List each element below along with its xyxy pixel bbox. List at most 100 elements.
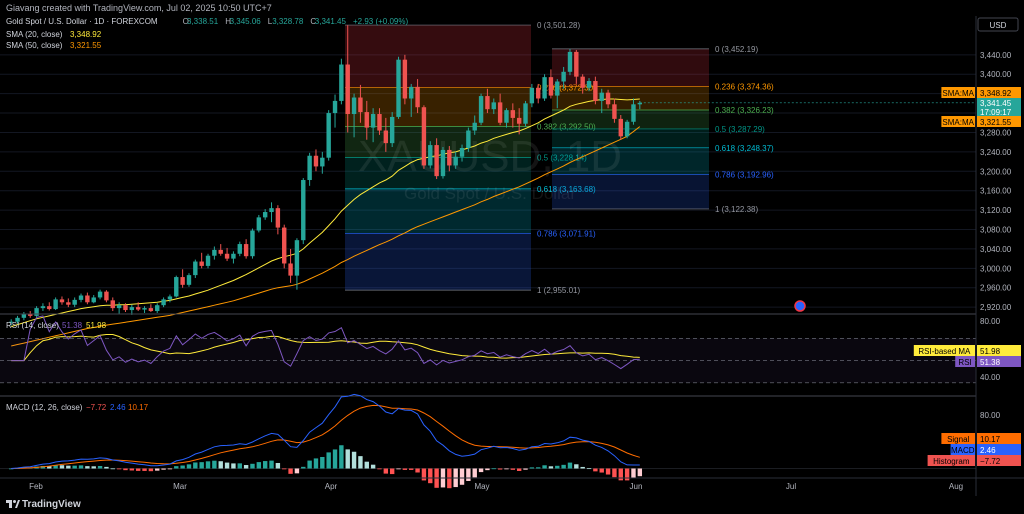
candle-body[interactable] xyxy=(224,253,230,259)
candle-body[interactable] xyxy=(193,261,198,276)
tradingview-logo-icon[interactable] xyxy=(6,498,20,510)
candle-body[interactable] xyxy=(389,116,395,144)
candle-body[interactable] xyxy=(72,299,77,305)
candle-body[interactable] xyxy=(8,321,14,323)
candle-body[interactable] xyxy=(555,81,560,96)
candle-body[interactable] xyxy=(428,145,433,166)
macd-pane[interactable] xyxy=(0,393,976,489)
currency-badge[interactable] xyxy=(977,17,1019,32)
candle-body[interactable] xyxy=(78,295,84,300)
candle-body[interactable] xyxy=(574,51,579,77)
candle-body[interactable] xyxy=(85,295,90,303)
candle-body[interactable] xyxy=(116,305,122,309)
candle-body[interactable] xyxy=(516,117,522,124)
candle-body[interactable] xyxy=(459,147,465,157)
candle-body[interactable] xyxy=(415,86,420,108)
candle-body[interactable] xyxy=(364,112,369,128)
candle-body[interactable] xyxy=(561,71,566,82)
candle-body[interactable] xyxy=(351,97,357,115)
candle-body[interactable] xyxy=(237,244,242,254)
candle-body[interactable] xyxy=(586,81,592,88)
chart-canvas[interactable]: 0 (3,501.28) 0.236 (3,372.30) 0.382 (3,292… xyxy=(0,16,1024,496)
candle-body[interactable] xyxy=(66,302,71,305)
candle-body[interactable] xyxy=(497,102,503,123)
candle-body[interactable] xyxy=(529,87,535,104)
candle-body[interactable] xyxy=(383,130,389,144)
candle-body[interactable] xyxy=(421,107,427,166)
candle-body[interactable] xyxy=(47,306,52,310)
candle-body[interactable] xyxy=(567,51,573,72)
candle-body[interactable] xyxy=(40,306,46,309)
candle-body[interactable] xyxy=(447,149,452,166)
candle-body[interactable] xyxy=(580,76,585,88)
candle-body[interactable] xyxy=(148,308,154,312)
candle-body[interactable] xyxy=(288,263,293,276)
candle-body[interactable] xyxy=(326,113,331,158)
candle-body[interactable] xyxy=(453,156,458,166)
candle-body[interactable] xyxy=(542,77,547,99)
candle-body[interactable] xyxy=(282,227,287,264)
candle-body[interactable] xyxy=(370,114,376,128)
candle-body[interactable] xyxy=(332,100,338,114)
rsi-pane[interactable] xyxy=(0,315,976,384)
candle-body[interactable] xyxy=(504,110,509,123)
candle-body[interactable] xyxy=(161,299,166,306)
candle-body[interactable] xyxy=(301,180,306,241)
candle-body[interactable] xyxy=(129,307,135,311)
candle-body[interactable] xyxy=(174,277,179,297)
candle-body[interactable] xyxy=(605,92,611,105)
candle-body[interactable] xyxy=(212,249,217,256)
candle-body[interactable] xyxy=(472,122,477,131)
candle-body[interactable] xyxy=(262,212,268,218)
candle-body[interactable] xyxy=(466,130,471,148)
candle-body[interactable] xyxy=(294,240,300,276)
economic-event-icon[interactable] xyxy=(794,300,806,312)
candle-body[interactable] xyxy=(199,261,204,266)
candle-body[interactable] xyxy=(320,157,325,167)
candle-body[interactable] xyxy=(599,92,604,101)
candle-body[interactable] xyxy=(110,300,115,309)
candle-body[interactable] xyxy=(307,155,312,181)
candle-body[interactable] xyxy=(256,217,262,231)
candle-body[interactable] xyxy=(231,253,236,259)
candle-body[interactable] xyxy=(440,149,446,177)
candle-body[interactable] xyxy=(358,97,363,113)
candle-body[interactable] xyxy=(21,313,27,318)
candle-body[interactable] xyxy=(624,121,630,137)
candle-body[interactable] xyxy=(339,64,344,101)
candle-body[interactable] xyxy=(243,244,249,257)
candle-body[interactable] xyxy=(396,59,401,117)
candle-body[interactable] xyxy=(218,249,223,254)
candle-body[interactable] xyxy=(186,275,192,285)
candle-body[interactable] xyxy=(123,305,128,311)
candle-body[interactable] xyxy=(637,102,643,105)
candle-body[interactable] xyxy=(402,59,408,99)
candle-body[interactable] xyxy=(631,104,636,122)
candle-body[interactable] xyxy=(478,96,484,123)
candle-body[interactable] xyxy=(269,208,274,213)
candle-body[interactable] xyxy=(53,299,58,310)
candle-body[interactable] xyxy=(491,102,496,110)
candle-body[interactable] xyxy=(142,308,147,310)
candle-body[interactable] xyxy=(59,299,65,303)
candle-body[interactable] xyxy=(28,313,33,316)
candle-body[interactable] xyxy=(313,155,319,167)
candle-body[interactable] xyxy=(536,87,541,99)
main-pane[interactable]: 0 (3,501.28) 0.236 (3,372.30) 0.382 (3,292… xyxy=(0,16,1024,397)
candle-body[interactable] xyxy=(618,118,623,137)
candle-body[interactable] xyxy=(97,291,103,298)
candle-body[interactable] xyxy=(434,145,439,177)
candle-body[interactable] xyxy=(510,110,516,118)
candle-body[interactable] xyxy=(155,305,160,312)
candle-body[interactable] xyxy=(180,277,185,285)
candle-body[interactable] xyxy=(167,296,173,300)
candle-body[interactable] xyxy=(612,104,617,119)
candle-body[interactable] xyxy=(377,114,382,131)
candle-body[interactable] xyxy=(409,86,414,99)
candle-body[interactable] xyxy=(205,255,211,266)
candle-body[interactable] xyxy=(34,308,39,316)
candle-body[interactable] xyxy=(104,291,109,301)
candle-body[interactable] xyxy=(250,230,255,257)
candle-body[interactable] xyxy=(345,64,350,115)
candle-body[interactable] xyxy=(523,103,528,124)
